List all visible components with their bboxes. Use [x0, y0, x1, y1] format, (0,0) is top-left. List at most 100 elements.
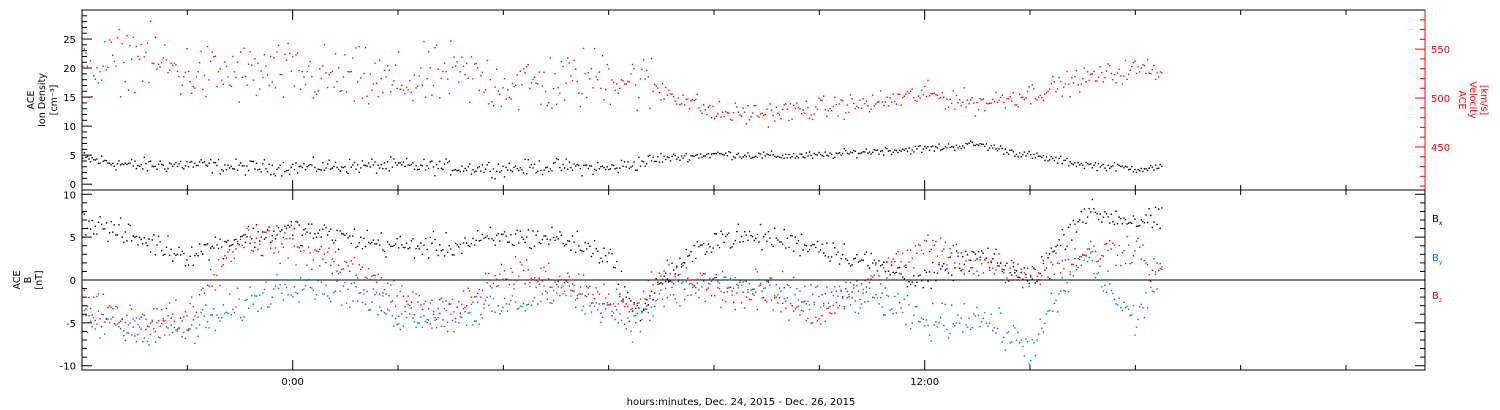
density-point — [314, 166, 316, 169]
by-point — [277, 287, 280, 290]
velocity-point — [785, 103, 787, 105]
bz-point — [209, 268, 212, 271]
bz-point — [767, 281, 770, 284]
velocity-point — [398, 51, 400, 53]
bz-point — [958, 263, 961, 265]
by-point — [1066, 282, 1068, 284]
density-point — [428, 167, 430, 170]
bx-point — [1094, 211, 1097, 214]
bx-point — [887, 270, 890, 272]
bx-point — [260, 236, 262, 238]
velocity-point — [165, 59, 168, 61]
bz-point — [794, 308, 796, 310]
density-point — [652, 156, 654, 159]
bx-point — [1080, 210, 1082, 213]
density-point — [391, 166, 394, 168]
velocity-point — [1050, 83, 1052, 85]
velocity-point — [916, 100, 918, 103]
density-point — [644, 165, 646, 167]
bx-point — [740, 235, 743, 238]
velocity-point — [917, 95, 920, 97]
by-point — [682, 281, 684, 283]
velocity-point — [293, 85, 296, 87]
bx-point — [97, 221, 100, 224]
by-point — [837, 295, 839, 297]
bx-point — [293, 227, 296, 230]
density-point — [511, 170, 514, 173]
bx-point — [208, 259, 210, 261]
density-point — [1033, 153, 1035, 156]
bz-point — [748, 298, 751, 300]
density-point — [973, 144, 975, 147]
bz-point — [1094, 250, 1097, 253]
by-point — [1086, 260, 1089, 263]
bx-point — [413, 257, 416, 259]
bz-point — [203, 292, 206, 295]
bx-point — [957, 255, 959, 257]
velocity-point — [303, 76, 305, 78]
velocity-point — [483, 91, 485, 94]
bx-point — [865, 251, 868, 253]
velocity-point — [407, 89, 409, 91]
by-point — [521, 306, 523, 308]
bx-point — [919, 274, 921, 276]
velocity-point — [372, 83, 375, 85]
density-point — [546, 166, 548, 168]
bz-point — [906, 249, 909, 252]
velocity-point — [1074, 76, 1076, 78]
bx-point — [777, 239, 779, 241]
by-point — [635, 314, 637, 317]
velocity-point — [263, 53, 266, 56]
density-point — [821, 154, 823, 157]
bx-point — [407, 247, 409, 250]
bx-point — [769, 237, 771, 239]
density-point — [461, 165, 463, 167]
bz-point — [407, 295, 409, 297]
velocity-point — [341, 89, 343, 92]
by-point — [189, 328, 191, 330]
bz-point — [762, 297, 765, 299]
by-point — [649, 319, 651, 322]
bz-point — [380, 277, 383, 279]
bx-point — [663, 275, 665, 277]
by-point — [535, 286, 537, 289]
bx-point — [529, 247, 531, 249]
bx-point — [988, 267, 991, 269]
bx-point — [1135, 225, 1138, 228]
velocity-point — [1044, 93, 1046, 95]
bz-point — [513, 283, 515, 286]
bz-point — [451, 298, 454, 301]
bz-point — [1113, 244, 1116, 246]
bz-point — [1142, 244, 1144, 246]
bz-point — [119, 320, 122, 322]
bx-point — [532, 230, 534, 232]
bz-point — [737, 284, 740, 287]
bz-point — [668, 264, 670, 266]
bz-point — [1082, 253, 1084, 256]
bz-point — [933, 244, 936, 247]
bx-point — [600, 257, 602, 259]
velocity-point — [676, 103, 678, 105]
velocity-point — [282, 96, 285, 98]
bz-point — [279, 262, 281, 264]
by-point — [611, 310, 613, 312]
by-point — [696, 278, 699, 281]
bz-point — [876, 270, 879, 272]
density-point — [560, 169, 563, 172]
density-point — [1072, 163, 1075, 166]
velocity-point — [639, 78, 642, 80]
velocity-tick-label: 500 — [1431, 94, 1450, 105]
by-point — [502, 306, 504, 309]
velocity-point — [137, 55, 139, 58]
by-point — [886, 294, 888, 297]
bz-point — [1118, 244, 1120, 247]
bx-point — [717, 244, 719, 246]
bx-point — [917, 275, 920, 277]
velocity-point — [489, 78, 492, 81]
bx-point — [781, 243, 784, 245]
velocity-point — [445, 70, 447, 73]
bz-point — [597, 291, 599, 293]
by-point — [838, 285, 841, 288]
density-point — [745, 155, 747, 158]
bx-point — [241, 235, 243, 237]
